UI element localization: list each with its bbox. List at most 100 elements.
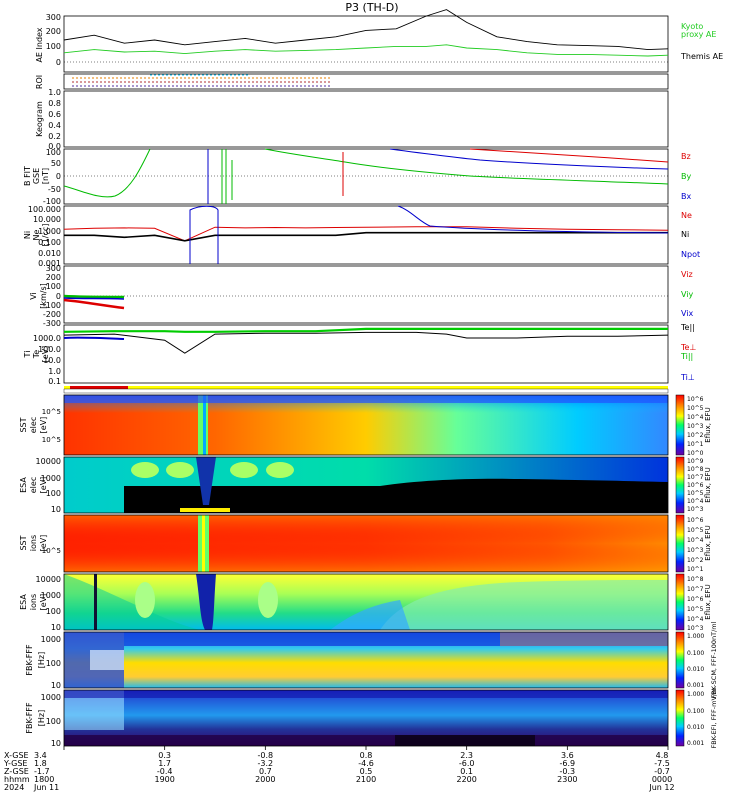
npot-spike <box>189 205 219 264</box>
ni-line <box>64 231 668 242</box>
fbk-e-top-band <box>64 690 668 698</box>
xaxis-tick-label: 2.3 <box>460 751 473 760</box>
esa-elec-cbar-tick: 10^6 <box>687 482 704 489</box>
xaxis-tick-label: -6.0 <box>459 759 475 768</box>
sst-elec-colorbar <box>675 394 685 456</box>
sst-ion-cbar-tick: 10^4 <box>687 537 704 544</box>
mode-bars <box>63 386 669 394</box>
sst-elec-ylabel-species: elec <box>29 417 38 433</box>
fbk-b-cbar-tick: 0.010 <box>687 666 704 673</box>
esa-elec-ytick: 10000 <box>36 457 61 466</box>
velocity-ytick: -300 <box>43 319 61 328</box>
bfit-ylabel: B FIT <box>23 166 32 186</box>
xaxis-tick-label: Jun 12 <box>648 783 674 792</box>
figure-title: P3 (TH-D) <box>345 1 398 14</box>
themis-ae-line <box>63 9 669 51</box>
sst-ion-cbar-label: Eflux, EFU <box>704 525 712 560</box>
esa-ion-shade <box>64 574 200 630</box>
esa-elec-panel: ESA elec [eV] 10000 1000 100 10 10^9 10^… <box>19 456 712 514</box>
esa-ion-dark-line <box>94 574 97 630</box>
fbk-e-cbar-label: FBK-EFI, FFF-mV/m <box>710 688 718 749</box>
density-legend-ni: Ni <box>681 230 689 239</box>
temperature-panel: Ti Te [eV] 1000.0 100.0 10.0 1.0 0.1 Te|… <box>23 323 696 386</box>
fbk-b-early-light <box>90 650 124 670</box>
xaxis-tick-label: -7.5 <box>654 759 670 768</box>
density-ytick: 0.010 <box>38 249 61 258</box>
x-axis: X-GSE Y-GSE Z-GSE hhmm 2024 3.41.8-1.718… <box>3 746 675 792</box>
ae-panel: AE Index 300 200 100 0 Kyoto proxy AE Th… <box>35 9 723 73</box>
esa-ion-cbar-tick: 10^6 <box>687 596 704 603</box>
sst-ion-ytick: 10^5 <box>42 547 61 555</box>
xaxis-tick-label: 3.6 <box>561 751 574 760</box>
xaxis-tick-label: -6.9 <box>560 759 576 768</box>
sst-elec-cbar-tick: 10^5 <box>687 405 704 412</box>
esa-elec-cbar-tick: 10^5 <box>687 490 704 497</box>
bfit-legend-bz: Bz <box>681 152 691 161</box>
fbk-e-ylabel-unit: [Hz] <box>37 710 46 726</box>
xaxis-row-label: Z-GSE <box>4 767 29 776</box>
keogram-ytick: 1.0 <box>48 88 61 97</box>
xaxis-tick-label: 2200 <box>456 775 476 784</box>
esa-ion-cbar-tick: 10^8 <box>687 576 704 583</box>
esa-elec-ylabel-species: elec <box>29 477 38 493</box>
sst-ion-ylabel: SST <box>19 535 28 550</box>
xaxis-tick-label: Jun 11 <box>33 783 59 792</box>
temperature-legend-te-perp: Te⊥ <box>680 343 696 352</box>
bfit-ytick: -100 <box>43 197 61 206</box>
esa-elec-ylabel-unit: [eV] <box>39 477 48 494</box>
velocity-ytick: 100 <box>46 282 61 291</box>
by-spikes <box>221 149 233 204</box>
xaxis-tick-label: 1.8 <box>34 759 47 768</box>
xaxis-tick-label: 4.8 <box>656 751 669 760</box>
by-line-segment <box>63 148 151 198</box>
ae-ylabel: AE Index <box>35 27 44 62</box>
roi-ylabel: ROI <box>35 75 44 89</box>
esa-ion-ytick: 10 <box>51 623 61 632</box>
mode-bar-red <box>70 386 128 389</box>
fbk-e-bottom-band <box>64 735 668 746</box>
sst-elec-ylabel-unit: [eV] <box>39 417 48 434</box>
xaxis-tick-label: 0000 <box>652 775 672 784</box>
xaxis-row-label: Y-GSE <box>3 759 27 768</box>
esa-ion-funnel <box>196 574 216 630</box>
xaxis-tick-label: 2000 <box>255 775 275 784</box>
esa-ion-frame <box>63 573 669 631</box>
sst-elec-ytick: 10^5 <box>42 408 61 416</box>
sst-elec-frame <box>63 394 669 456</box>
fbk-e-cbar-tick: 0.001 <box>687 740 704 747</box>
velocity-frame <box>63 265 669 324</box>
temperature-ytick: 10.0 <box>43 356 61 365</box>
esa-elec-colorbar <box>675 456 685 514</box>
ae-ytick: 200 <box>46 27 61 36</box>
esa-elec-ylabel: ESA <box>19 477 28 493</box>
fbk-b-ytick: 100 <box>46 659 61 668</box>
esa-elec-funnel <box>196 457 216 505</box>
esa-ion-panel: ESA ions [eV] 10000 1000 100 10 10^8 10^… <box>19 573 712 632</box>
fbk-e-cbar-tick: 1.000 <box>687 691 704 698</box>
temperature-legend-ti-perp: Ti⊥ <box>680 373 695 382</box>
te-par-line <box>63 331 669 354</box>
sst-ion-cbar-tick: 10^6 <box>687 517 704 524</box>
density-legend-ne: Ne <box>681 211 692 220</box>
bz-line <box>342 148 669 196</box>
esa-ion-cbar-tick: 10^4 <box>687 616 704 623</box>
keogram-ytick: 0.2 <box>48 132 61 141</box>
esa-ion-cbar-label: Eflux, EFU <box>704 584 712 619</box>
viy-line <box>63 294 125 299</box>
keogram-ytick: 0.0 <box>48 142 61 151</box>
xaxis-tick-label: 1.7 <box>158 759 171 768</box>
velocity-ytick: 300 <box>46 264 61 273</box>
fbk-b-panel: FBK-FFF [Hz] 1000 100 10 1.000 0.100 0.0… <box>25 621 718 698</box>
ae-frame <box>63 15 669 73</box>
ti-perp-line <box>63 336 125 340</box>
density-panel: Ni Ne [1/cc] 100.000 10.000 1.000 0.100 … <box>23 205 700 268</box>
esa-elec-blob <box>230 462 258 478</box>
xaxis-tick-label: 0.1 <box>460 767 473 776</box>
temperature-legend-te-par: Te|| <box>680 323 695 332</box>
xaxis-tick-label: 1900 <box>154 775 174 784</box>
bfit-ytick: 50 <box>51 159 61 168</box>
esa-elec-ytick: 10 <box>51 505 61 514</box>
velocity-ytick: 0 <box>56 292 61 301</box>
fbk-b-cbar-tick: 1.000 <box>687 633 704 640</box>
viz-line <box>63 298 125 310</box>
